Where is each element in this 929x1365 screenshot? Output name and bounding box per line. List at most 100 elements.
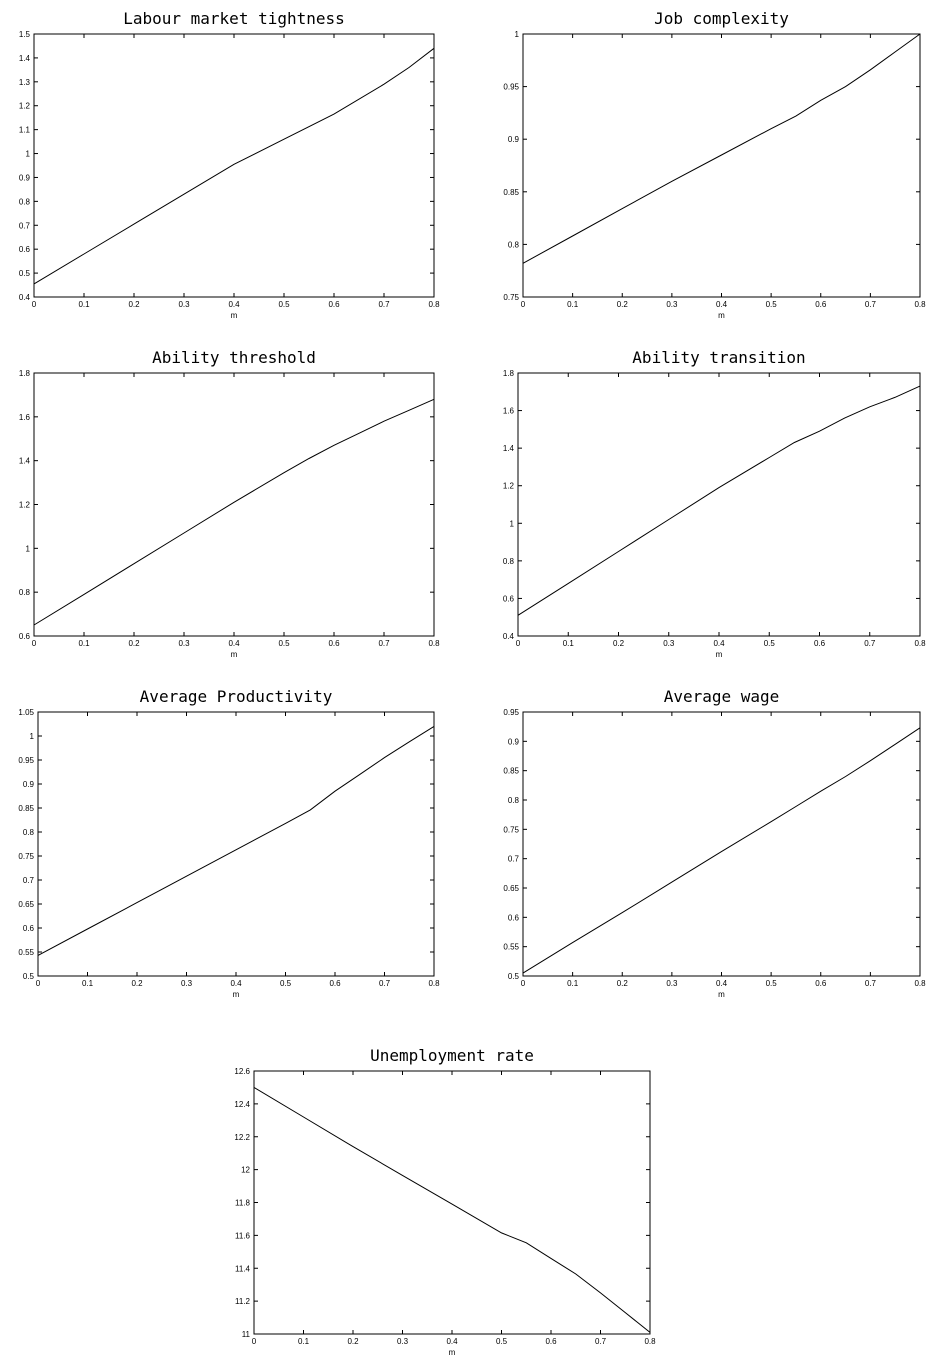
y-tick-label: 0.65: [503, 884, 519, 893]
x-axis-label: m: [449, 1348, 456, 1357]
y-tick-label: 0.5: [23, 972, 35, 981]
y-tick-label: 1.8: [503, 369, 515, 378]
x-axis-label: m: [233, 990, 240, 999]
x-tick-label: 0.6: [815, 979, 827, 988]
y-tick-label: 1.8: [19, 369, 31, 378]
plot-frame: [522, 33, 921, 298]
series-line-1: [253, 1086, 651, 1333]
x-axis-label: m: [718, 311, 725, 320]
y-tick-label: 1.4: [19, 457, 31, 466]
x-tick-label: 0.3: [178, 639, 190, 648]
y-tick-label: 0.5: [19, 269, 31, 278]
x-axis-label: m: [718, 990, 725, 999]
x-tick-label: 0: [32, 639, 37, 648]
y-tick-label: 1.4: [503, 444, 515, 453]
chart-title: Unemployment rate: [370, 1046, 534, 1065]
y-tick-label: 0.9: [508, 135, 520, 144]
x-tick-label: 0.5: [496, 1337, 508, 1346]
y-tick-label: 11.2: [235, 1297, 251, 1306]
y-tick-label: 1: [30, 732, 35, 741]
x-tick-label: 0.3: [181, 979, 193, 988]
x-tick-label: 0.6: [814, 639, 826, 648]
y-tick-label: 0.9: [23, 780, 35, 789]
plot-frame: [37, 711, 435, 977]
y-tick-label: 0.6: [19, 245, 31, 254]
x-tick-label: 0.4: [230, 979, 242, 988]
x-tick-label: 0.1: [78, 300, 90, 309]
series-line-1: [522, 727, 921, 974]
y-tick-label: 0.8: [508, 240, 520, 249]
x-tick-label: 0.4: [228, 639, 240, 648]
y-tick-label: 11.6: [235, 1231, 251, 1240]
y-tick-label: 0.95: [18, 756, 34, 765]
chart-title: Average wage: [664, 687, 780, 706]
x-tick-label: 0.6: [545, 1337, 557, 1346]
x-tick-label: 0: [516, 639, 521, 648]
y-tick-label: 1.2: [503, 482, 515, 491]
y-tick-label: 1: [515, 30, 520, 39]
y-tick-label: 0.8: [508, 796, 520, 805]
y-tick-label: 0.8: [23, 828, 35, 837]
x-tick-label: 0.2: [347, 1337, 359, 1346]
x-tick-label: 0.5: [280, 979, 292, 988]
x-tick-label: 0: [521, 300, 526, 309]
y-tick-label: 0.95: [503, 708, 519, 717]
y-tick-label: 1.2: [19, 102, 31, 111]
y-tick-label: 11: [242, 1330, 251, 1339]
x-tick-label: 0.5: [766, 979, 778, 988]
x-tick-label: 0.4: [228, 300, 240, 309]
y-tick-label: 0.6: [508, 913, 520, 922]
x-tick-label: 0.1: [563, 639, 575, 648]
x-tick-label: 0.1: [78, 639, 90, 648]
x-tick-label: 0.7: [865, 300, 877, 309]
y-tick-label: 1.6: [503, 407, 515, 416]
y-tick-label: 1.2: [19, 501, 31, 510]
x-tick-label: 0.4: [446, 1337, 458, 1346]
chart-panel-1: Labour market tightness 0 0.1 0.2 0.3 0.4 0.5 0…: [19, 9, 440, 320]
x-tick-label: 0.3: [666, 300, 678, 309]
y-tick-label: 0.4: [19, 293, 31, 302]
chart-title: Average Productivity: [140, 687, 333, 706]
x-tick-label: 0.8: [428, 979, 440, 988]
y-tick-label: 0.6: [503, 594, 515, 603]
y-tick-label: 12.2: [234, 1133, 250, 1142]
y-tick-label: 0.85: [503, 767, 519, 776]
y-tick-label: 1.05: [18, 708, 34, 717]
y-tick-label: 0.7: [19, 221, 31, 230]
x-tick-label: 0.5: [764, 639, 776, 648]
x-tick-label: 0.1: [298, 1337, 310, 1346]
y-tick-label: 0.95: [503, 83, 519, 92]
y-tick-label: 1.6: [19, 413, 31, 422]
y-tick-label: 1.1: [19, 126, 31, 135]
y-tick-label: 0.6: [23, 924, 35, 933]
y-tick-label: 0.9: [508, 737, 520, 746]
chart-panel-4: Ability transition 0 0.1 0.2 0.3 0.4 0.5 0.6 0.7…: [503, 348, 926, 659]
plot-frame: [33, 33, 435, 298]
chart-title: Job complexity: [654, 9, 789, 28]
y-tick-label: 0.8: [19, 588, 31, 597]
y-tick-label: 0.75: [18, 852, 34, 861]
y-tick-label: 1.4: [19, 54, 31, 63]
y-tick-label: 0.55: [503, 943, 519, 952]
y-tick-label: 0.7: [23, 876, 35, 885]
x-tick-label: 0: [252, 1337, 257, 1346]
y-tick-label: 0.55: [18, 948, 34, 957]
y-tick-label: 0.65: [18, 900, 34, 909]
x-tick-label: 0.2: [131, 979, 143, 988]
x-tick-label: 0.8: [914, 300, 926, 309]
y-tick-label: 1: [510, 519, 515, 528]
x-tick-label: 0.4: [716, 300, 728, 309]
x-tick-label: 0.4: [716, 979, 728, 988]
y-tick-label: 0.85: [18, 804, 34, 813]
chart-panel-7: Unemployment rate 0 0.1 0.2 0.3 0.4 0.5 0.6 0.7 0…: [234, 1046, 656, 1357]
y-tick-label: 11.8: [235, 1199, 251, 1208]
x-tick-label: 0.2: [128, 639, 140, 648]
x-axis-label: m: [231, 311, 238, 320]
series-line-1: [522, 33, 921, 264]
y-tick-label: 1.5: [19, 30, 31, 39]
plot-frame: [33, 372, 435, 637]
x-tick-label: 0.8: [914, 639, 926, 648]
x-tick-label: 0.2: [613, 639, 625, 648]
x-tick-label: 0.7: [864, 639, 876, 648]
x-tick-label: 0.2: [128, 300, 140, 309]
